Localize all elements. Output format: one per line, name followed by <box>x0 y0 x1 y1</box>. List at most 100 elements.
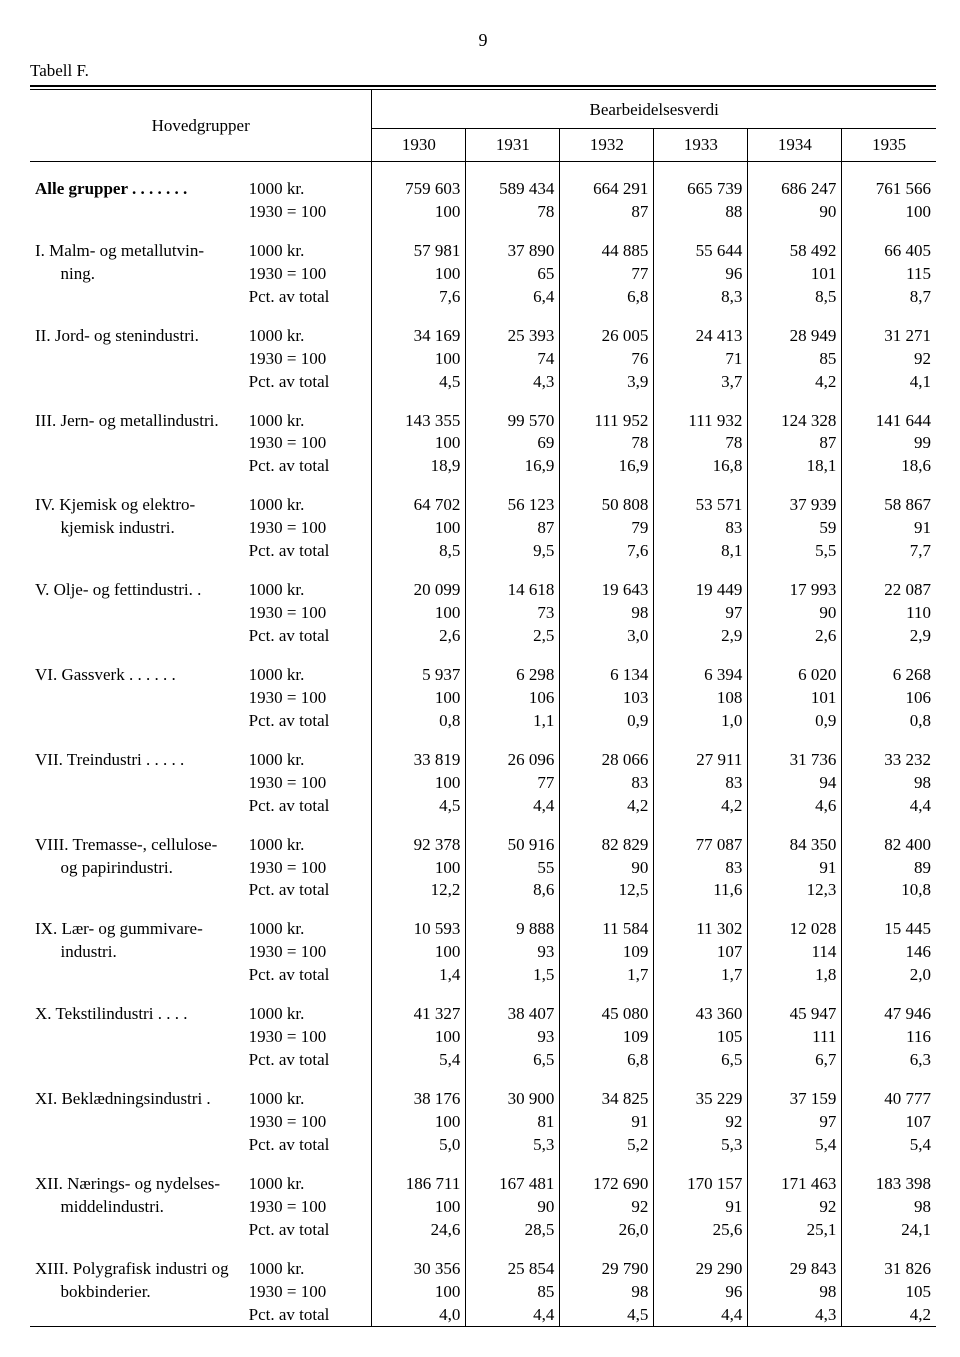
measure-cell: Pct. av total <box>244 371 372 394</box>
gap-row <box>30 478 936 494</box>
table-row: X. Tekstilindustri . . . .1000 kr.41 327… <box>30 1003 936 1026</box>
value-cell: 6 134 <box>560 664 654 687</box>
value-cell: 100 <box>372 201 466 224</box>
value-cell: 6,5 <box>654 1049 748 1072</box>
value-cell: 8,5 <box>748 286 842 309</box>
gap-row <box>30 162 936 179</box>
value-cell: 37 890 <box>466 240 560 263</box>
measure-cell: 1930 = 100 <box>244 263 372 286</box>
value-cell: 108 <box>654 687 748 710</box>
group-name-cell <box>30 795 244 818</box>
group-name-cell <box>30 348 244 371</box>
measure-cell: 1000 kr. <box>244 1088 372 1111</box>
measure-cell: 1000 kr. <box>244 664 372 687</box>
value-cell: 4,4 <box>654 1304 748 1327</box>
gap-row <box>30 1157 936 1173</box>
table-row: 1930 = 10010078878890100 <box>30 201 936 224</box>
value-cell: 28 066 <box>560 749 654 772</box>
year-1931: 1931 <box>466 129 560 162</box>
gap-row <box>30 1072 936 1088</box>
value-cell: 58 867 <box>842 494 936 517</box>
group-name-cell: VI. Gassverk . . . . . . <box>30 664 244 687</box>
table-row: II. Jord- og stenindustri.1000 kr.34 169… <box>30 325 936 348</box>
data-table: Hovedgrupper Bearbeidelsesverdi 1930 193… <box>30 90 936 1327</box>
group-name-cell <box>30 602 244 625</box>
value-cell: 7,6 <box>372 286 466 309</box>
value-cell: 0,9 <box>748 710 842 733</box>
measure-cell: 1930 = 100 <box>244 348 372 371</box>
value-cell: 90 <box>466 1196 560 1219</box>
value-cell: 27 911 <box>654 749 748 772</box>
gap-row <box>30 818 936 834</box>
value-cell: 101 <box>748 263 842 286</box>
value-cell: 19 643 <box>560 579 654 602</box>
value-cell: 6 020 <box>748 664 842 687</box>
value-cell: 106 <box>466 687 560 710</box>
value-cell: 2,9 <box>842 625 936 648</box>
value-cell: 96 <box>654 263 748 286</box>
group-name-cell <box>30 964 244 987</box>
value-cell: 100 <box>372 941 466 964</box>
value-cell: 77 <box>466 772 560 795</box>
value-cell: 90 <box>560 857 654 880</box>
value-cell: 99 570 <box>466 410 560 433</box>
value-cell: 1,1 <box>466 710 560 733</box>
value-cell: 93 <box>466 941 560 964</box>
value-cell: 105 <box>842 1281 936 1304</box>
value-cell: 40 777 <box>842 1088 936 1111</box>
value-cell: 12,2 <box>372 879 466 902</box>
value-cell: 20 099 <box>372 579 466 602</box>
group-name-cell <box>30 879 244 902</box>
value-cell: 11 302 <box>654 918 748 941</box>
value-cell: 33 819 <box>372 749 466 772</box>
group-name-cell: kjemisk industri. <box>30 517 244 540</box>
value-cell: 24,6 <box>372 1219 466 1242</box>
group-name-cell: X. Tekstilindustri . . . . <box>30 1003 244 1026</box>
value-cell: 11 584 <box>560 918 654 941</box>
value-cell: 43 360 <box>654 1003 748 1026</box>
table-row: kjemisk industri.1930 = 1001008779835991 <box>30 517 936 540</box>
measure-cell: 1000 kr. <box>244 1173 372 1196</box>
gap-row <box>30 733 936 749</box>
value-cell: 33 232 <box>842 749 936 772</box>
year-1930: 1930 <box>372 129 466 162</box>
measure-cell: 1930 = 100 <box>244 857 372 880</box>
measure-cell: Pct. av total <box>244 1134 372 1157</box>
group-name-cell <box>30 432 244 455</box>
year-1935: 1935 <box>842 129 936 162</box>
value-cell: 77 <box>560 263 654 286</box>
value-cell: 100 <box>372 602 466 625</box>
group-name-cell <box>30 201 244 224</box>
value-cell: 45 947 <box>748 1003 842 1026</box>
value-cell: 16,9 <box>466 455 560 478</box>
value-cell: 97 <box>748 1111 842 1134</box>
table-row: Pct. av total4,04,44,54,44,34,2 <box>30 1304 936 1327</box>
value-cell: 29 843 <box>748 1258 842 1281</box>
value-cell: 25,6 <box>654 1219 748 1242</box>
value-cell: 2,5 <box>466 625 560 648</box>
measure-cell: 1930 = 100 <box>244 1111 372 1134</box>
value-cell: 8,3 <box>654 286 748 309</box>
value-cell: 100 <box>372 517 466 540</box>
value-cell: 6 268 <box>842 664 936 687</box>
value-cell: 91 <box>560 1111 654 1134</box>
value-cell: 101 <box>748 687 842 710</box>
value-cell: 1,7 <box>654 964 748 987</box>
value-cell: 5,4 <box>372 1049 466 1072</box>
value-cell: 6,3 <box>842 1049 936 1072</box>
header-super-label: Bearbeidelsesverdi <box>372 90 936 129</box>
value-cell: 91 <box>654 1196 748 1219</box>
measure-cell: 1000 kr. <box>244 240 372 263</box>
table-row: V. Olje- og fettindustri. .1000 kr.20 09… <box>30 579 936 602</box>
value-cell: 100 <box>372 348 466 371</box>
value-cell: 30 900 <box>466 1088 560 1111</box>
table-row: Pct. av total5,46,56,86,56,76,3 <box>30 1049 936 1072</box>
measure-cell: 1930 = 100 <box>244 941 372 964</box>
value-cell: 111 952 <box>560 410 654 433</box>
value-cell: 98 <box>560 1281 654 1304</box>
value-cell: 71 <box>654 348 748 371</box>
value-cell: 87 <box>748 432 842 455</box>
value-cell: 167 481 <box>466 1173 560 1196</box>
value-cell: 90 <box>748 201 842 224</box>
value-cell: 38 176 <box>372 1088 466 1111</box>
